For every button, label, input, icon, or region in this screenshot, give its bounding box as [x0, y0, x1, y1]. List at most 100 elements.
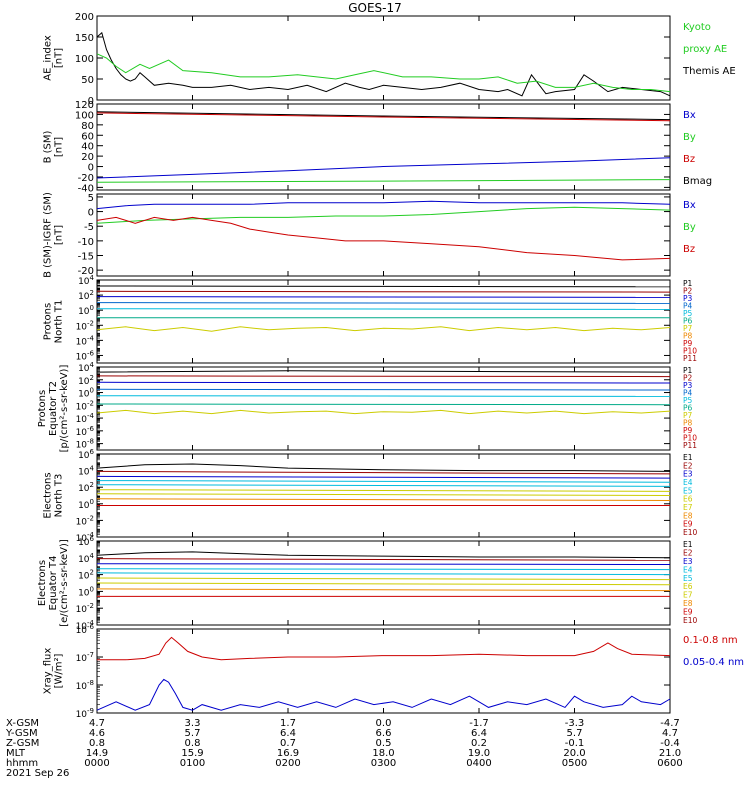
- panel-frame: [96, 15, 671, 101]
- x-row-value: 0.8: [185, 738, 201, 749]
- legend-entry: E7: [683, 503, 693, 512]
- y-tick-label: 102: [78, 569, 94, 582]
- series-line-e4: [96, 568, 671, 571]
- legend-entry: E9: [683, 608, 693, 617]
- series-line-p4: [96, 302, 671, 304]
- series-line-bz: [96, 112, 671, 122]
- legend-entry: P1: [683, 279, 693, 288]
- y-tick-label: 100: [78, 387, 94, 400]
- legend-entry: Bx: [683, 200, 696, 211]
- legend-entry: Kyoto: [683, 22, 711, 33]
- series-line-p1: [96, 370, 671, 373]
- series-line-e7: [96, 582, 671, 586]
- y-tick-label: -5: [84, 222, 94, 233]
- y-axis-label: Electrons: [37, 560, 48, 606]
- legend-entry: E8: [683, 511, 693, 520]
- x-row-value: 0400: [466, 758, 491, 769]
- series-line-e2: [96, 558, 671, 561]
- legend-entry: P11: [683, 441, 697, 450]
- legend-entry: 0.1-0.8 nm: [683, 635, 738, 646]
- x-row-value: 1.7: [280, 718, 296, 729]
- y-tick-label: 10-6: [76, 425, 95, 438]
- y-tick-label: 0: [88, 96, 94, 107]
- legend-entry: P10: [683, 434, 697, 443]
- x-row-value: 15.9: [181, 748, 203, 759]
- series-line-e1: [96, 463, 671, 472]
- legend-entry: P10: [683, 347, 697, 356]
- series-line-e5: [96, 484, 671, 487]
- y-tick-label: -40: [78, 183, 94, 194]
- x-row-value: 0.5: [376, 738, 392, 749]
- legend-entry: P6: [683, 404, 693, 413]
- legend-entry: P9: [683, 339, 693, 348]
- y-tick-label: 100: [75, 54, 94, 65]
- y-axis-label: Equator T4: [48, 556, 59, 611]
- series-line-e8: [96, 498, 671, 501]
- legend-entry: P3: [683, 381, 693, 390]
- legend-entry: P6: [683, 317, 693, 326]
- x-row-value: 5.7: [567, 728, 583, 739]
- legend-entry: E2: [683, 548, 693, 557]
- series-line-by: [96, 179, 671, 183]
- series-line-e4: [96, 480, 671, 483]
- y-tick-label: 10-4: [76, 334, 95, 347]
- y-axis-label: [nT]: [54, 137, 65, 157]
- x-row-value: -0.1: [565, 738, 585, 749]
- y-tick-label: 10-2: [76, 319, 94, 332]
- series-line-by: [96, 206, 671, 224]
- x-row-label: X-GSM: [6, 718, 39, 729]
- y-tick-label: 102: [78, 481, 94, 494]
- series-line-p3: [96, 381, 671, 384]
- x-row-value: 0200: [275, 758, 300, 769]
- y-tick-label: 20: [81, 152, 94, 163]
- x-row-value: 6.4: [280, 728, 296, 739]
- y-axis-label: Protons: [43, 303, 54, 340]
- series-line-bz: [96, 216, 671, 261]
- y-tick-label: 0: [88, 163, 94, 174]
- y-tick-label: 120: [75, 100, 94, 111]
- panel-ae: 0 50 100 150 200 AE_index [nT] Kyoto proxy AE The…: [43, 12, 736, 107]
- legend-entry: P3: [683, 294, 693, 303]
- legend-entry: P4: [683, 302, 693, 311]
- y-tick-label: 100: [78, 304, 94, 317]
- legend-entry: P2: [683, 287, 693, 296]
- y-axis-label: B (SM)-IGRF (SM): [43, 192, 54, 278]
- series-line-p4: [96, 388, 671, 391]
- legend-entry: E9: [683, 520, 693, 529]
- x-row-value: 5.7: [185, 728, 201, 739]
- series-line-p2: [96, 375, 671, 378]
- y-tick-label: 40: [81, 142, 94, 153]
- y-tick-label: 10-2: [76, 602, 94, 615]
- legend-entry: E6: [683, 582, 693, 591]
- y-tick-label: -10: [78, 237, 94, 248]
- legend-entry: proxy AE: [683, 44, 727, 55]
- y-tick-label: 50: [81, 75, 94, 86]
- series-line-p3: [96, 296, 671, 298]
- x-row-value: -3.3: [565, 718, 585, 729]
- series-line-e7: [96, 493, 671, 496]
- legend-entry: E3: [683, 470, 693, 479]
- date-label: 2021 Sep 26: [6, 768, 69, 779]
- x-row-value: 19.0: [468, 748, 490, 759]
- series-line-bx: [96, 200, 671, 210]
- series-line-bx: [96, 157, 671, 179]
- y-tick-label: 10-8: [76, 679, 94, 692]
- legend-entry: E3: [683, 557, 693, 566]
- legend-entry: E1: [683, 453, 693, 462]
- legend-entry: Bz: [683, 244, 695, 255]
- y-tick-label: 102: [78, 289, 94, 302]
- x-row-value: 0100: [180, 758, 205, 769]
- legend-entry: Bz: [683, 154, 695, 165]
- series-line-p7: [96, 326, 671, 332]
- x-row-value: 18.0: [372, 748, 394, 759]
- x-row-label: Z-GSM: [6, 738, 39, 749]
- x-row-label: Y-GSM: [5, 728, 38, 739]
- legend-entry: E5: [683, 486, 693, 495]
- y-axis-label: North T1: [54, 300, 65, 344]
- y-tick-label: 104: [78, 552, 94, 565]
- legend-entry: E10: [683, 616, 698, 625]
- y-tick-label: 10-2: [76, 399, 94, 412]
- y-axis-label: North T3: [54, 474, 65, 518]
